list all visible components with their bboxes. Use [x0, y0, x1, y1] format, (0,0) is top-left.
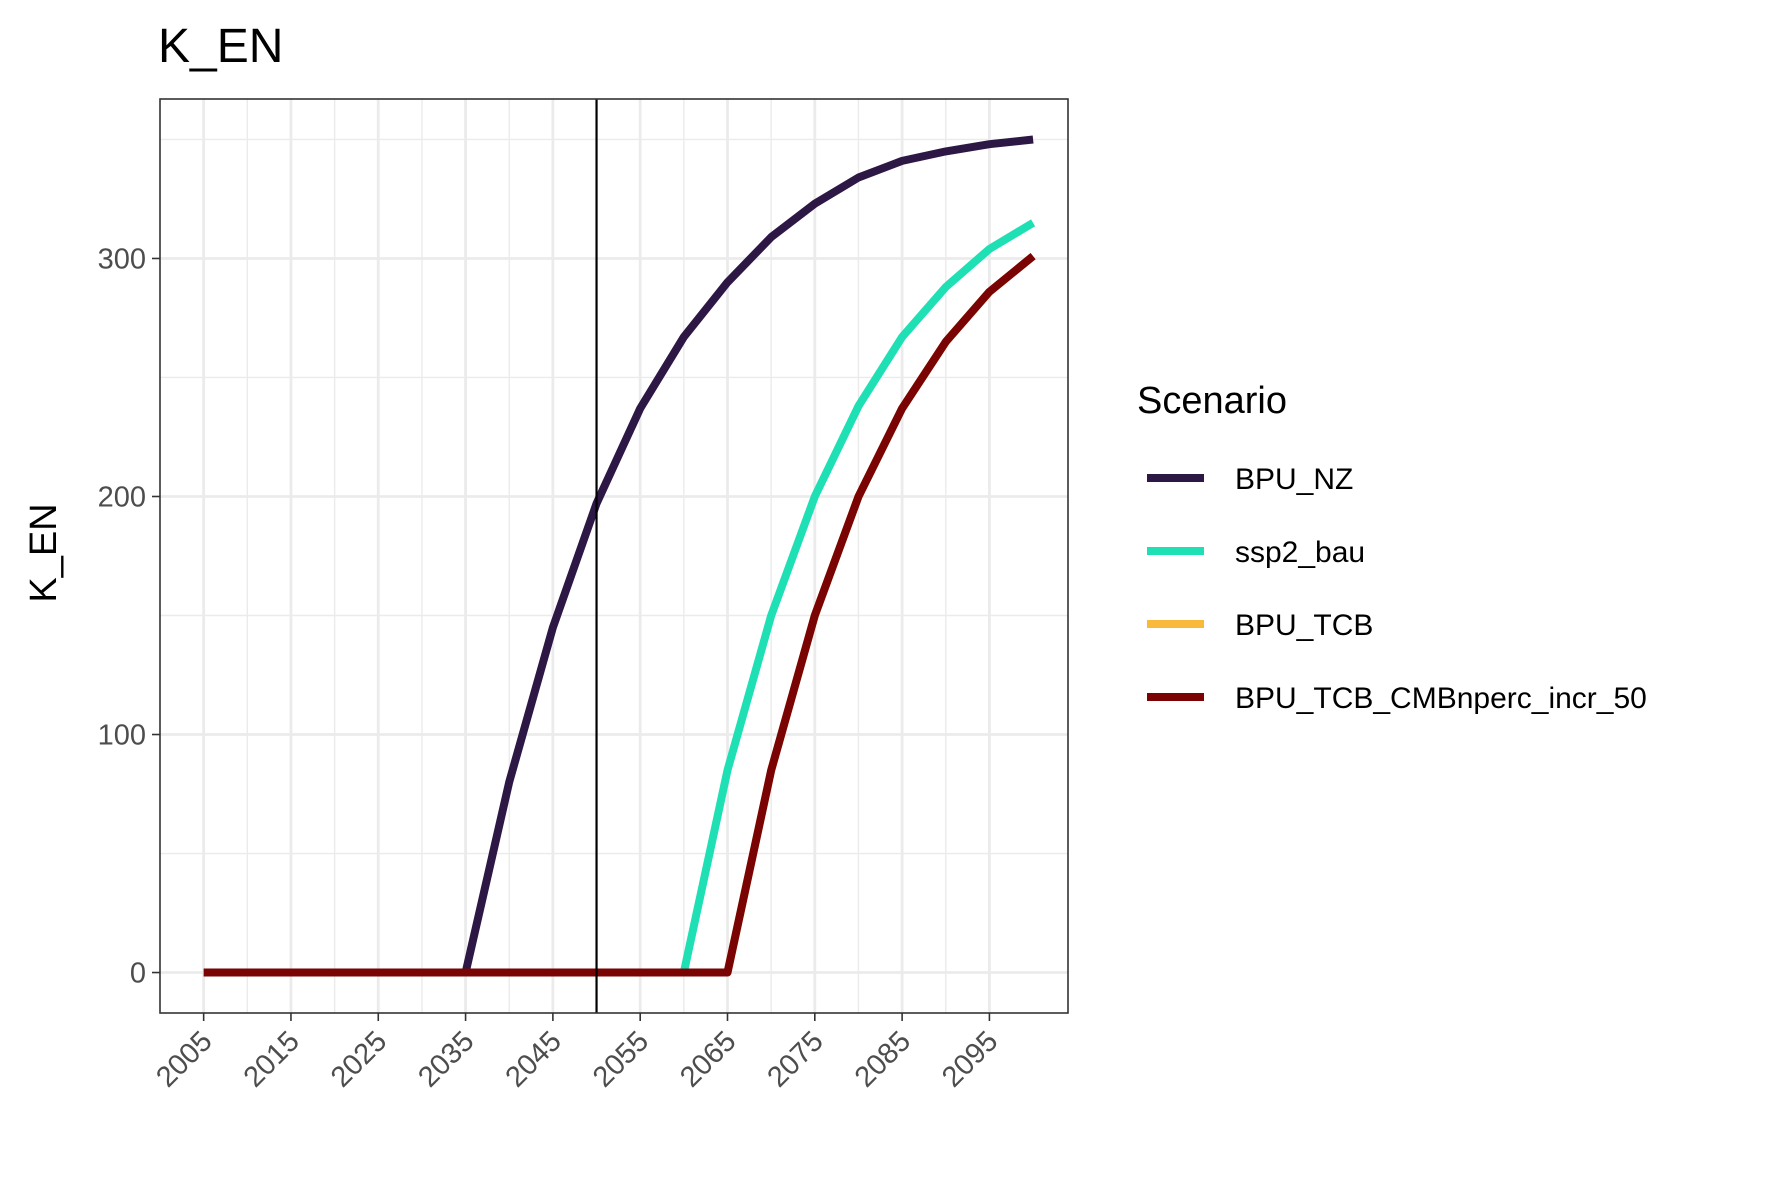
y-tick-label: 0: [130, 958, 146, 990]
y-axis-label: K_EN: [23, 503, 65, 602]
series-line-BPU_TCB_CMBnperc_incr_50: [203, 253, 1036, 977]
x-tick-label: 2085: [849, 1025, 917, 1093]
x-tick-label: 2065: [674, 1025, 742, 1093]
x-tick-label: 2015: [238, 1025, 306, 1093]
series-line-BPU_NZ: [203, 135, 1034, 977]
legend-label-BPU_TCB: BPU_TCB: [1235, 609, 1373, 642]
series-line-ssp2_bau: [203, 219, 1036, 977]
legend-label-ssp2_bau: ssp2_bau: [1235, 536, 1365, 569]
x-axis: 2005 2015 2025 2035 2045 2055 2065 2075 2085 2095: [150, 1013, 1004, 1094]
legend: BPU_NZ ssp2_bau BPU_TCB BPU_TCB_CMBnperc_in…: [1147, 463, 1647, 715]
x-tick-label: 2055: [587, 1025, 655, 1093]
grid-minor: [160, 99, 1068, 1013]
grid-major: [160, 99, 1068, 1013]
y-tick-label: 300: [98, 243, 146, 275]
x-tick-label: 2005: [150, 1025, 218, 1093]
legend-label-BPU_NZ: BPU_NZ: [1235, 463, 1353, 496]
legend-label-BPU_TCB_CMBnperc_incr_50: BPU_TCB_CMBnperc_incr_50: [1235, 682, 1647, 715]
panel-border: [159, 98, 1069, 1014]
chart-title: K_EN: [158, 20, 283, 73]
series-layer: [203, 135, 1036, 977]
x-tick-label: 2045: [500, 1025, 568, 1093]
x-tick-label: 2075: [762, 1025, 830, 1093]
legend-title: Scenario: [1137, 380, 1287, 422]
x-tick-label: 2095: [936, 1025, 1004, 1093]
y-tick-label: 100: [98, 720, 146, 752]
y-tick-label: 200: [98, 481, 146, 513]
series-line-BPU_TCB: [203, 253, 1036, 977]
x-tick-label: 2035: [412, 1025, 480, 1093]
x-tick-label: 2025: [325, 1025, 393, 1093]
y-axis: 0 100 200 300: [98, 243, 160, 990]
